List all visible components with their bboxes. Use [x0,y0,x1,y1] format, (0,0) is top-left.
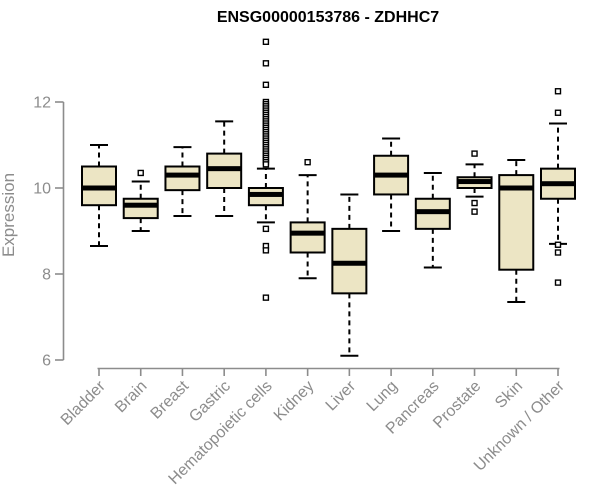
median-line [374,172,409,178]
boxplot-prostate [456,150,493,215]
outlier-point [554,88,562,95]
outlier-point [554,241,562,248]
outlier-point [471,150,478,157]
outlier-point [262,225,270,233]
outlier-point [137,169,144,177]
median-line [290,230,325,236]
boxplot-brain [122,169,159,232]
outlier-point [262,38,270,45]
category-label-skin: Skin [492,378,526,412]
outlier-point [262,247,270,254]
median-line [207,166,242,172]
box [498,174,535,271]
boxplot-pancreas [414,171,451,269]
box [289,221,326,254]
median-line [499,185,534,191]
boxplot-liver [331,193,368,357]
category-label-lung: Lung [364,378,401,415]
category-label-kidney: Kidney [271,378,318,425]
boxplot-bladder [81,144,117,248]
category-label-liver: Liver [323,377,360,414]
median-line [541,181,575,187]
y-tick-label: 6 [42,353,51,370]
outlier-point [262,60,270,67]
median-line [415,209,450,215]
category-label-bladder: Bladder [58,377,109,428]
median-line [248,191,283,197]
boxplot-gastric [206,120,243,217]
category-label-breast: Breast [148,377,193,422]
y-tick-label: 10 [33,181,51,198]
outlier-point [554,279,562,286]
boxplot-unknown-other [540,88,576,286]
median-line [457,179,492,185]
boxplot-kidney [289,158,326,280]
outlier-point [471,199,478,207]
outlier-point [262,294,270,301]
chart-title: ENSG00000153786 - ZDHHC7 [217,9,439,26]
outlier-point [262,81,270,89]
category-label-brain: Brain [112,378,150,416]
outlier-point [554,249,562,256]
boxplot-skin [498,159,535,303]
y-tick-label: 8 [42,267,51,284]
outlier-point [554,109,562,116]
outlier-point [471,208,478,215]
median-line [165,172,200,178]
outlier-point [304,158,311,166]
median-line [123,202,158,208]
boxplot-lung [373,137,410,232]
y-tick-label: 12 [33,95,51,112]
boxplot-breast [164,146,201,217]
outlier-point [262,161,270,168]
y-axis-label: Expression [0,173,18,257]
median-line [332,260,367,266]
median-line [82,185,116,191]
box [122,197,159,220]
box [164,165,201,192]
boxplot-hematopoietic-cells [247,38,284,301]
